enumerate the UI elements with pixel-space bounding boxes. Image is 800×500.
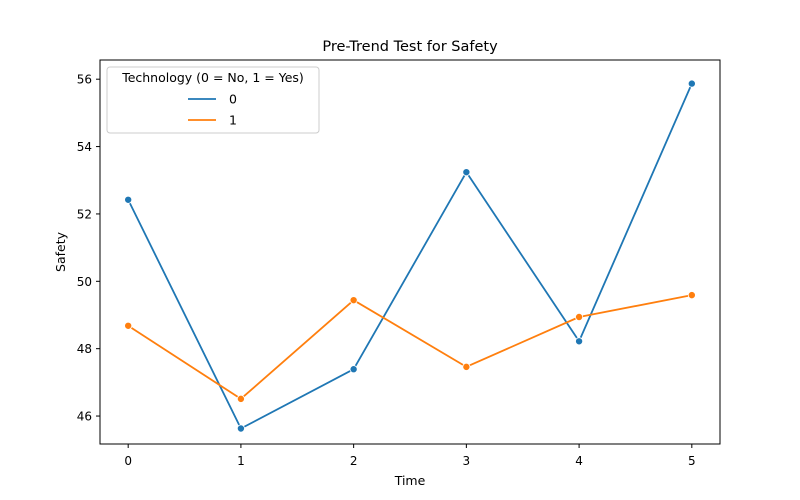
- x-tick-label: 1: [237, 454, 245, 468]
- series-line-0: [127, 83, 693, 430]
- legend-items: 01: [188, 92, 237, 128]
- y-tick-label: 56: [77, 73, 92, 87]
- data-point-series-1: [462, 362, 471, 371]
- x-tick-label: 5: [688, 454, 696, 468]
- data-point-series-1: [687, 291, 696, 300]
- data-point-series-0: [687, 79, 696, 88]
- chart-title: Pre-Trend Test for Safety: [322, 39, 498, 55]
- data-point-series-0: [575, 337, 584, 346]
- legend-label-0: 0: [229, 92, 237, 107]
- plot-area: [99, 59, 721, 445]
- x-tick-label: 4: [575, 454, 583, 468]
- data-point-series-1: [236, 394, 245, 403]
- legend-label-1: 1: [229, 113, 237, 128]
- data-point-series-0: [462, 168, 471, 177]
- legend-frame: [106, 66, 320, 134]
- y-tick-label: 54: [77, 140, 92, 154]
- series-line-1: [127, 294, 692, 400]
- y-axis: 46 48 50 52 54 56: [77, 73, 100, 424]
- x-tick-label: 0: [124, 454, 132, 468]
- y-axis-label: Safety: [53, 231, 68, 272]
- x-axis: 0 1 2 3 4 5: [124, 444, 696, 468]
- data-point-series-0: [349, 365, 358, 374]
- data-point-series-1: [575, 313, 584, 322]
- data-point-series-1: [124, 321, 133, 330]
- y-tick-label: 52: [77, 207, 92, 221]
- legend-title: Technology (0 = No, 1 = Yes): [121, 70, 304, 85]
- data-point-series-0: [236, 424, 245, 433]
- y-tick-label: 46: [77, 410, 92, 424]
- y-tick-label: 50: [77, 275, 92, 289]
- data-point-series-0: [124, 195, 133, 204]
- y-tick-label: 48: [77, 342, 92, 356]
- x-tick-label: 2: [350, 454, 358, 468]
- x-axis-label: Time: [394, 473, 426, 488]
- x-tick-label: 3: [463, 454, 471, 468]
- plot-frame: [99, 59, 721, 445]
- series-layer: [124, 79, 696, 433]
- legend: Technology (0 = No, 1 = Yes) 01: [106, 66, 320, 134]
- data-point-series-1: [349, 296, 358, 305]
